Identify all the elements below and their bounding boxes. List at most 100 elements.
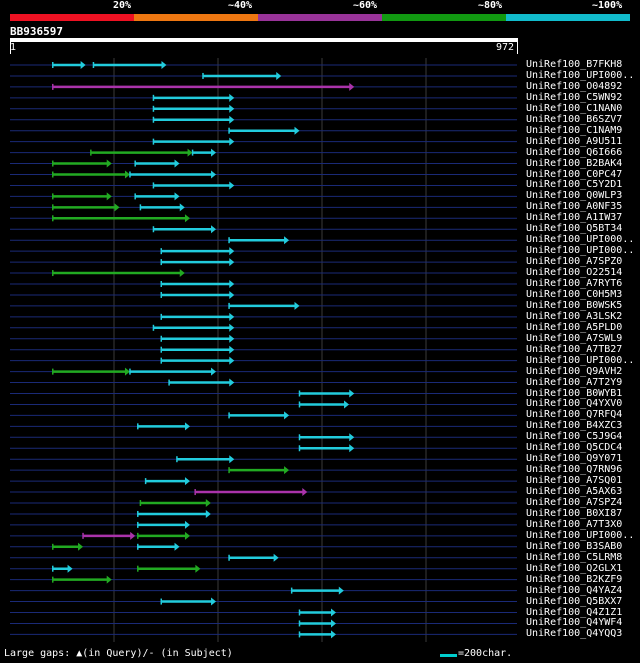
hit-name-link[interactable]: UniRef100_A1IW37: [526, 212, 623, 224]
query-name: BB936597: [10, 25, 63, 38]
hit-name-link[interactable]: UniRef100_A7TB27: [526, 343, 623, 355]
segment-arrow-head: [211, 367, 217, 376]
hit-name-link[interactable]: UniRef100_Q0WLP3: [526, 190, 623, 202]
hit-name-link[interactable]: UniRef100_Q7RN96: [526, 464, 623, 476]
segment-arrow-head: [229, 104, 235, 113]
hit-name-link[interactable]: UniRef100_Q5BXX7: [526, 595, 623, 607]
hit-name-link[interactable]: UniRef100_B4XZC3: [526, 420, 623, 432]
hit-name-link[interactable]: UniRef100_A7SQ01: [526, 475, 623, 487]
segment-arrow-head: [229, 334, 235, 343]
hit-name-link[interactable]: UniRef100_Q9Y071: [526, 453, 623, 465]
hit-name-link[interactable]: UniRef100_A7T3X0: [526, 518, 623, 530]
hit-name-link[interactable]: UniRef100_UPI000..: [526, 529, 635, 541]
hit-name-link[interactable]: UniRef100_A5AX63: [526, 486, 623, 498]
hit-name-link[interactable]: UniRef100_A7SPZ4: [526, 497, 623, 508]
hit-name-link[interactable]: UniRef100_Q4YWF4: [526, 617, 623, 629]
segment-arrow-head: [229, 115, 235, 124]
hit-name-link[interactable]: UniRef100_Q2GLX1: [526, 562, 623, 574]
hit-name-link[interactable]: UniRef100_B3SAB0: [526, 540, 623, 552]
hit-name-link[interactable]: UniRef100_B0WSK5: [526, 299, 623, 311]
segment-arrow-head: [211, 597, 217, 606]
segment-arrow-head: [331, 630, 337, 639]
segment-arrow-head: [229, 290, 235, 299]
hit-name-link[interactable]: UniRef100_O22514: [526, 267, 623, 279]
hit-name-link[interactable]: UniRef100_Q9AVH2: [526, 365, 623, 377]
segment-arrow-head: [331, 608, 337, 617]
hit-name-link[interactable]: UniRef100_A7SPZ0: [526, 256, 623, 268]
hit-name-link[interactable]: UniRef100_A9U511: [526, 135, 623, 147]
query-start-label: 1: [10, 42, 17, 53]
hit-name-link[interactable]: UniRef100_B6SZV7: [526, 113, 623, 125]
segment-arrow-head: [294, 301, 300, 310]
query-end-tick: [517, 42, 518, 54]
segment-arrow-head: [179, 203, 185, 212]
segment-arrow-head: [229, 378, 235, 387]
hit-name-link[interactable]: UniRef100_A5PLD0: [526, 321, 623, 333]
segment-arrow-head: [184, 422, 190, 431]
segment-arrow-head: [229, 323, 235, 332]
segment-arrow-head: [338, 586, 344, 595]
color-band-cyan: [506, 14, 630, 21]
hit-name-link[interactable]: UniRef100_C5J9G4: [526, 431, 623, 443]
segment-arrow-head: [349, 444, 355, 453]
hit-name-link[interactable]: UniRef100_C0PC47: [526, 168, 623, 180]
hit-name-link[interactable]: UniRef100_A3LSK2: [526, 310, 623, 322]
hit-name-link[interactable]: UniRef100_A7T2Y9: [526, 376, 623, 388]
hit-name-link[interactable]: UniRef100_O04892: [526, 80, 623, 92]
hit-name-link[interactable]: UniRef100_Q4YAZ4: [526, 584, 623, 596]
segment-arrow-head: [195, 564, 201, 573]
hit-name-link[interactable]: UniRef100_C1NAN0: [526, 102, 623, 114]
hit-name-link[interactable]: UniRef100_UPI000..: [526, 245, 635, 257]
hit-name-link[interactable]: UniRef100_B2KZF9: [526, 573, 623, 585]
hit-name-link[interactable]: UniRef100_C0H5M3: [526, 288, 623, 300]
segment-arrow-head: [179, 269, 185, 278]
scale-bar: [440, 654, 457, 657]
scale-label-20: 20%: [113, 0, 132, 11]
scale-label-80: ~80%: [478, 0, 503, 11]
segment-arrow-head: [174, 159, 180, 168]
segment-arrow-head: [205, 499, 211, 507]
segment-arrow-head: [284, 411, 290, 420]
hit-name-link[interactable]: UniRef100_B7FKH8: [526, 59, 623, 70]
segment-arrow-head: [211, 170, 217, 179]
segment-arrow-head: [349, 433, 355, 442]
hit-name-link[interactable]: UniRef100_C5WN92: [526, 91, 623, 103]
scale-bar-label: =200char.: [458, 648, 513, 659]
color-band-green: [382, 14, 506, 21]
segment-arrow-head: [124, 367, 130, 376]
hit-name-link[interactable]: UniRef100_Q4YXV0: [526, 398, 623, 410]
hit-name-link[interactable]: UniRef100_A0NF35: [526, 201, 623, 213]
segment-arrow-head: [78, 542, 84, 551]
hit-name-link[interactable]: UniRef100_A7SWL9: [526, 332, 623, 344]
hit-name-link[interactable]: UniRef100_C1NAM9: [526, 124, 623, 136]
hit-name-link[interactable]: UniRef100_B0XI87: [526, 507, 623, 519]
hit-name-link[interactable]: UniRef100_Q4Z1Z1: [526, 606, 623, 618]
segment-arrow-head: [106, 192, 112, 201]
hit-name-link[interactable]: UniRef100_Q7RFQ4: [526, 409, 623, 421]
hit-name-link[interactable]: UniRef100_C5LRM8: [526, 551, 623, 563]
hit-name-link[interactable]: UniRef100_Q5CDC4: [526, 442, 623, 454]
segment-arrow-head: [174, 542, 180, 551]
segment-arrow-head: [302, 488, 308, 497]
segment-arrow-head: [331, 619, 337, 628]
segment-arrow-head: [229, 258, 235, 267]
query-end-label: 972: [496, 42, 515, 53]
hit-name-link[interactable]: UniRef100_C5Y2D1: [526, 179, 623, 191]
hit-name-link[interactable]: UniRef100_UPI000..: [526, 234, 635, 246]
color-band-red: [10, 14, 134, 21]
hit-name-link[interactable]: UniRef100_UPI000..: [526, 354, 635, 366]
segment-arrow-head: [229, 247, 235, 256]
segment-arrow-head: [229, 137, 235, 146]
segment-arrow-head: [273, 553, 279, 562]
hit-name-link[interactable]: UniRef100_Q6I666: [526, 146, 623, 158]
hit-name-link[interactable]: UniRef100_Q5BT34: [526, 223, 623, 235]
hit-name-link[interactable]: UniRef100_UPI000..: [526, 69, 635, 81]
color-band-purple: [258, 14, 382, 21]
hit-name-link[interactable]: UniRef100_B0WYB1: [526, 387, 623, 399]
segment-arrow-head: [211, 148, 217, 157]
segment-arrow-head: [80, 61, 86, 69]
segment-arrow-head: [161, 61, 167, 69]
hit-name-link[interactable]: UniRef100_A7RYT6: [526, 278, 623, 289]
hit-name-link[interactable]: UniRef100_B2BAK4: [526, 157, 623, 169]
hit-name-link[interactable]: UniRef100_Q4YQQ3: [526, 628, 623, 640]
